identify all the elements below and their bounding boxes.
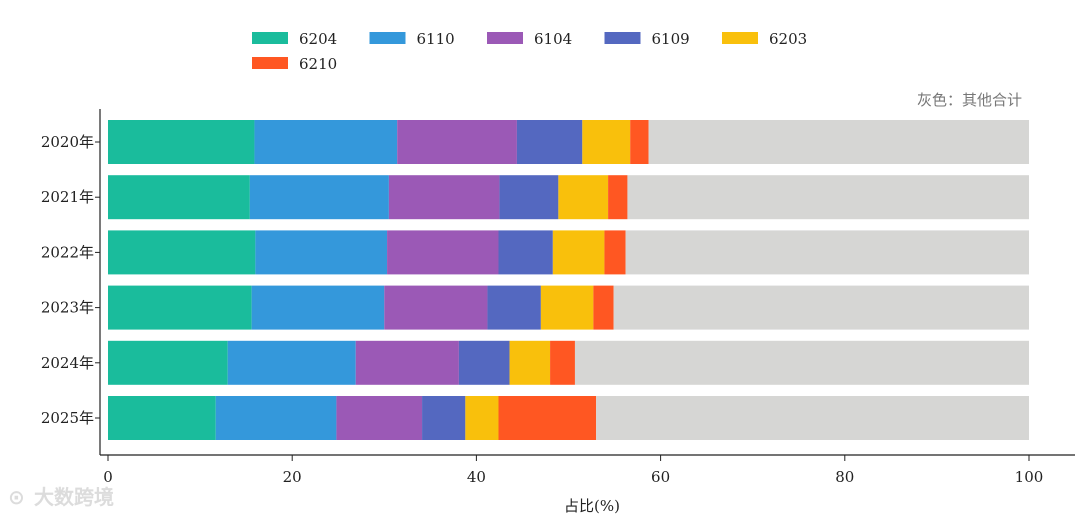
bar-2021年-6203 xyxy=(558,175,609,220)
legend-swatch xyxy=(252,57,288,69)
bar-2023年-6203 xyxy=(540,285,594,330)
bar-2025年-6110 xyxy=(215,396,337,440)
x-tick-label: 20 xyxy=(283,468,302,486)
legend-item-6109: 6109 xyxy=(604,30,690,48)
x-tick-label: 40 xyxy=(467,468,486,486)
legend-swatch xyxy=(369,32,406,44)
bar-2024年-其他合计 xyxy=(574,340,1029,385)
y-tick-label: 2025年 xyxy=(41,409,94,427)
bar-2024年-6203 xyxy=(509,340,551,385)
bar-2021年-6109 xyxy=(499,175,559,220)
bar-2021年-6104 xyxy=(388,175,500,220)
bar-2021年-6110 xyxy=(249,175,389,220)
y-axis: 2020年 2021年 2022年 2023年 2024年 2025年 xyxy=(41,133,100,427)
legend-swatch xyxy=(487,32,523,44)
legend: 6204 6110 6104 6109 6203 6210 xyxy=(252,30,807,73)
bar-2022年-6110 xyxy=(255,230,388,275)
legend-label: 6203 xyxy=(769,30,807,48)
y-tick-label: 2022年 xyxy=(41,243,94,261)
x-tick-label: 0 xyxy=(103,468,113,486)
bar-2024年-6109 xyxy=(458,340,510,385)
bar-2021年-6204 xyxy=(108,175,250,220)
bar-2020年-6204 xyxy=(108,120,255,164)
bar-2025年-6204 xyxy=(108,396,216,440)
bar-2022年-6210 xyxy=(604,230,626,275)
bar-2020年-其他合计 xyxy=(648,120,1029,164)
legend-swatch xyxy=(252,32,288,44)
watermark-text: 大数跨境 xyxy=(34,485,114,509)
bar-2024年-6110 xyxy=(227,340,356,385)
watermark-logo-icon: ⊙ xyxy=(8,485,25,509)
legend-swatch xyxy=(722,32,758,44)
legend-item-6204: 6204 xyxy=(252,30,337,48)
legend-label: 6110 xyxy=(417,30,455,48)
x-tick-label: 100 xyxy=(1015,468,1044,486)
legend-item-6203: 6203 xyxy=(722,30,807,48)
bar-2020年-6210 xyxy=(630,120,649,164)
bar-2025年-6109 xyxy=(422,396,466,440)
bar-2020年-6104 xyxy=(397,120,517,164)
bar-2020年-6203 xyxy=(582,120,631,164)
watermark: ⊙ 大数跨境 xyxy=(8,485,114,509)
legend-label: 6210 xyxy=(299,55,337,73)
y-tick-label: 2020年 xyxy=(41,133,94,151)
legend-item-6104: 6104 xyxy=(487,30,572,48)
y-tick-label: 2024年 xyxy=(41,354,94,372)
bar-2020年-6109 xyxy=(516,120,583,164)
bar-2022年-6104 xyxy=(387,230,499,275)
bar-2024年-6104 xyxy=(355,340,459,385)
legend-label: 6204 xyxy=(299,30,337,48)
bar-2025年-其他合计 xyxy=(596,396,1029,440)
bar-2020年-6110 xyxy=(254,120,398,164)
bars xyxy=(108,120,1029,440)
legend-label: 6104 xyxy=(534,30,572,48)
bar-2023年-其他合计 xyxy=(613,285,1029,330)
bar-2022年-6204 xyxy=(108,230,256,275)
bar-2025年-6210 xyxy=(498,396,597,440)
bar-2025年-6203 xyxy=(465,396,499,440)
bar-2024年-6204 xyxy=(108,340,228,385)
legend-item-6210: 6210 xyxy=(252,55,337,73)
x-axis: 0 20 40 60 80 100 xyxy=(99,109,1075,486)
legend-swatch xyxy=(604,32,641,44)
bar-2022年-其他合计 xyxy=(625,230,1029,275)
bar-2023年-6210 xyxy=(593,285,614,330)
bar-2021年-6210 xyxy=(608,175,628,220)
bar-2022年-6109 xyxy=(498,230,553,275)
bar-2023年-6204 xyxy=(108,285,252,330)
legend-label: 6109 xyxy=(652,30,690,48)
bar-2022年-6203 xyxy=(552,230,605,275)
y-tick-label: 2021年 xyxy=(41,188,94,206)
bar-2021年-其他合计 xyxy=(627,175,1029,220)
x-tick-label: 80 xyxy=(835,468,854,486)
bar-2025年-6104 xyxy=(336,396,423,440)
bar-2024年-6210 xyxy=(550,340,575,385)
y-tick-label: 2023年 xyxy=(41,299,94,317)
x-tick-label: 60 xyxy=(651,468,670,486)
x-axis-title: 占比(%) xyxy=(564,497,620,515)
legend-item-6110: 6110 xyxy=(369,30,455,48)
bar-2023年-6104 xyxy=(384,285,488,330)
bar-2023年-6110 xyxy=(251,285,385,330)
note-gray-others: 灰色：其他合计 xyxy=(917,91,1022,109)
bar-2023年-6109 xyxy=(487,285,541,330)
